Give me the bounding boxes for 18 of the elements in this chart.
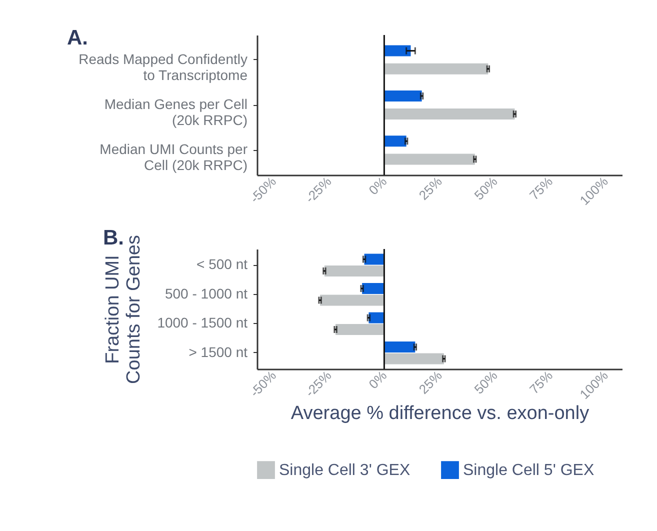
y-tick-label: < 500 nt bbox=[196, 256, 248, 272]
y-tick-label: Median Genes per Cell (20k RRPC) bbox=[104, 96, 248, 128]
x-tick-label: 75% bbox=[526, 174, 556, 203]
y-tick-label: Median UMI Counts per Cell (20k RRPC) bbox=[100, 141, 248, 174]
legend-label: Single Cell 3' GEX bbox=[279, 462, 410, 480]
text: A. bbox=[67, 26, 88, 50]
chart-title: B. bbox=[103, 226, 124, 250]
x-tick-label: 0% bbox=[366, 368, 390, 392]
x-axis-title: Average % difference vs. exon-only bbox=[290, 402, 590, 424]
y-tick-label: 1000 - 1500 nt bbox=[157, 314, 248, 331]
x-tick-label: 50% bbox=[471, 368, 501, 397]
y-tick-label: 500 - 1000 nt bbox=[164, 285, 248, 302]
x-tick-label: 75% bbox=[526, 368, 556, 397]
x-tick-label: 0% bbox=[366, 174, 390, 198]
y-tick-label: Reads Mapped Confidently to Transcriptome bbox=[78, 50, 248, 83]
y-tick-label: > 1500 nt bbox=[188, 344, 248, 360]
legend-label: Single Cell 5' GEX bbox=[463, 462, 594, 480]
x-tick-label: 50% bbox=[471, 174, 501, 203]
